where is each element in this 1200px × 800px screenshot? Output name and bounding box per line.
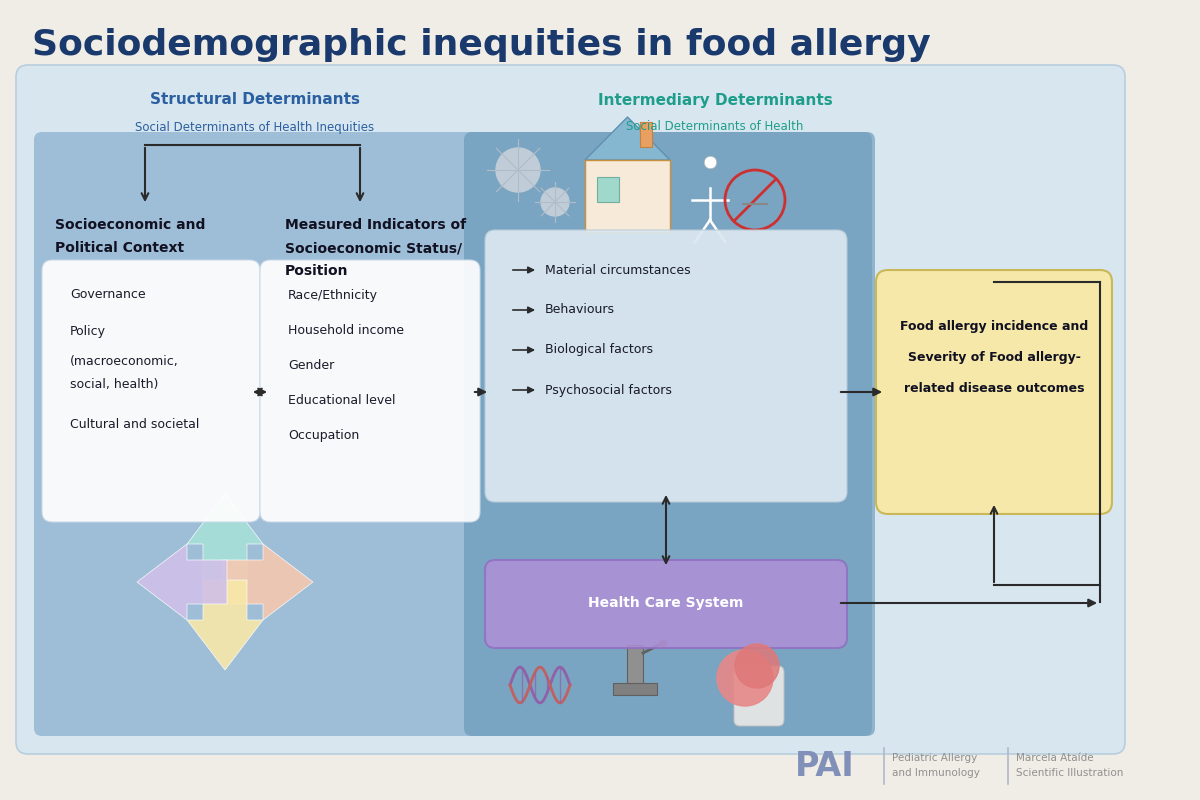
FancyBboxPatch shape <box>42 260 260 522</box>
Text: Behaviours: Behaviours <box>545 303 616 317</box>
Text: Occupation: Occupation <box>288 429 359 442</box>
Text: Socioeconomic Status/: Socioeconomic Status/ <box>286 241 462 255</box>
Text: social, health): social, health) <box>70 378 158 391</box>
Text: Marcela Ataíde: Marcela Ataíde <box>1016 753 1093 763</box>
FancyBboxPatch shape <box>640 122 652 147</box>
Text: Pediatric Allergy: Pediatric Allergy <box>892 753 977 763</box>
Text: Measured Indicators of: Measured Indicators of <box>286 218 466 232</box>
FancyBboxPatch shape <box>876 270 1112 514</box>
Text: Intermediary Determinants: Intermediary Determinants <box>598 93 833 107</box>
Text: Psychosocial factors: Psychosocial factors <box>545 383 672 397</box>
Text: Social Determinants of Health Inequities: Social Determinants of Health Inequities <box>136 121 374 134</box>
Text: Sociodemographic inequities in food allergy: Sociodemographic inequities in food alle… <box>32 28 931 62</box>
Polygon shape <box>223 544 313 620</box>
FancyBboxPatch shape <box>628 645 643 683</box>
Text: Educational level: Educational level <box>288 394 396 406</box>
Text: Structural Determinants: Structural Determinants <box>150 93 360 107</box>
Text: Policy: Policy <box>70 326 106 338</box>
Text: Material circumstances: Material circumstances <box>545 263 691 277</box>
Circle shape <box>496 148 540 192</box>
Polygon shape <box>137 544 227 620</box>
Text: Race/Ethnicity: Race/Ethnicity <box>288 289 378 302</box>
Text: PAI: PAI <box>796 750 854 783</box>
FancyBboxPatch shape <box>464 132 875 736</box>
Text: and Immunology: and Immunology <box>892 768 980 778</box>
Text: Gender: Gender <box>288 358 335 371</box>
FancyBboxPatch shape <box>485 230 847 502</box>
Polygon shape <box>187 494 263 584</box>
Text: Position: Position <box>286 264 348 278</box>
FancyBboxPatch shape <box>34 132 872 736</box>
Text: Biological factors: Biological factors <box>545 343 653 357</box>
Circle shape <box>541 188 569 216</box>
Text: Socioeconomic and: Socioeconomic and <box>55 218 205 232</box>
Text: Food allergy incidence and: Food allergy incidence and <box>900 321 1088 334</box>
FancyBboxPatch shape <box>485 560 847 648</box>
FancyBboxPatch shape <box>598 177 619 202</box>
FancyBboxPatch shape <box>260 260 480 522</box>
Polygon shape <box>586 117 670 160</box>
Polygon shape <box>187 580 263 670</box>
Text: Social Determinants of Health: Social Determinants of Health <box>626 121 804 134</box>
FancyBboxPatch shape <box>613 683 658 695</box>
FancyBboxPatch shape <box>586 160 670 232</box>
FancyBboxPatch shape <box>16 65 1126 754</box>
Text: Political Context: Political Context <box>55 241 184 255</box>
Text: Health Care System: Health Care System <box>588 596 744 610</box>
FancyBboxPatch shape <box>734 666 784 726</box>
Circle shape <box>734 644 779 688</box>
Circle shape <box>718 650 773 706</box>
Text: (macroeconomic,: (macroeconomic, <box>70 355 179 369</box>
Text: Governance: Governance <box>70 289 145 302</box>
Text: Scientific Illustration: Scientific Illustration <box>1016 768 1123 778</box>
Text: Severity of Food allergy-: Severity of Food allergy- <box>907 351 1080 365</box>
Text: related disease outcomes: related disease outcomes <box>904 382 1085 394</box>
Text: Household income: Household income <box>288 323 404 337</box>
Text: Cultural and societal: Cultural and societal <box>70 418 199 431</box>
